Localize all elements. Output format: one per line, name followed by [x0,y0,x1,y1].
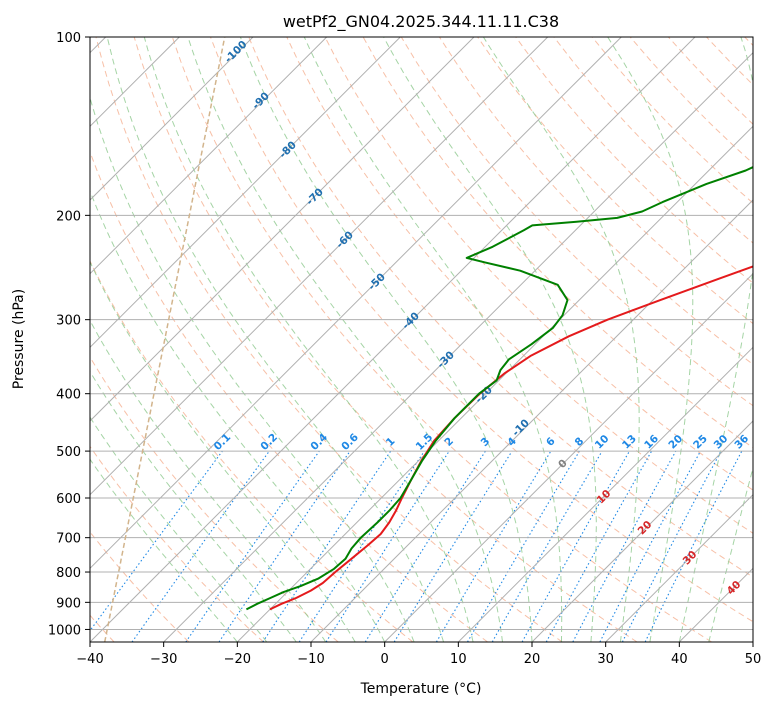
isotherm-line [384,272,753,642]
isotherm-line [457,346,753,642]
isotherm-line [90,37,622,570]
moist-adiabat-line [90,370,297,642]
y-tick-label: 800 [56,566,81,581]
moist-adiabat-line [90,458,238,642]
x-tick-label: 40 [671,652,688,667]
mixing-ratio-line [262,450,392,642]
moist-adiabat-line [383,37,597,642]
y-tick-label: 600 [56,492,81,507]
x-tick-label: 10 [450,652,467,667]
isotherm-line [90,37,549,496]
y-axis-title: Pressure (hPa) [11,289,27,389]
moist-adiabat-line [90,416,268,642]
dry-adiabat-line [210,37,753,623]
mixing-ratio-line [218,450,351,642]
grid-lines [90,37,753,642]
isotherm-line [90,37,475,422]
mixing-ratio-line [185,450,320,642]
y-tick-label: 1000 [48,623,81,638]
x-tick-label: 30 [597,652,614,667]
moist-adiabat-line [90,260,356,642]
moist-adiabat-line [482,37,640,642]
x-tick-label: −20 [224,652,251,667]
plot-frame [89,36,754,643]
mixing-ratio-line [644,450,743,642]
x-tick-label: 20 [524,652,541,667]
y-axis: 100 200 300 400 500 600 700 800 900 1000 [48,31,90,638]
dry-adiabat-line [133,37,638,642]
moist-adiabat-line [90,189,386,642]
y-tick-label: 200 [56,209,81,224]
x-axis-title: Temperature (°C) [360,681,482,697]
y-tick-label: 900 [56,596,81,611]
moist-adiabat-line [106,37,445,642]
lcl-curve [103,37,226,642]
lcl-curve-line [103,37,226,642]
moist-adiabat-line [143,37,474,642]
chart-title: wetPf2_GN04.2025.344.11.11.C38 [283,12,559,32]
moist-adiabat-line [90,319,327,642]
x-tick-label: 0 [381,652,389,667]
moist-adiabat-line [708,466,753,642]
dry-adiabat-line [95,37,563,642]
mixing-ratio-line [545,450,653,642]
dry-adiabat-line [90,259,414,642]
plot-area: -100-90-80-70-60-50-40-30-20-10010203040… [90,37,753,642]
x-axis: −40 −30 −20 −10 0 10 20 30 40 50 [76,642,761,667]
temperature-profile-line [269,265,753,611]
moist-adiabats [90,37,753,642]
moist-adiabat-line [607,37,694,642]
mixing-ratio-line [298,450,425,642]
dewpoint-profile-line [245,166,753,611]
y-tick-label: 300 [56,314,81,329]
profile-series [245,166,753,611]
dry-adiabat-line [286,37,753,534]
y-tick-label: 100 [56,31,81,46]
moist-adiabat-line [239,37,533,642]
dry-adiabat-line [515,37,753,284]
moist-adiabat-line [187,37,503,642]
moist-adiabat-line [678,37,753,642]
isotherm-line [90,37,328,275]
dry-adiabat-line [248,37,753,578]
moist-adiabat-line [303,37,563,642]
y-tick-label: 500 [56,445,81,460]
isotherm-line [605,493,753,642]
isotherm-line [90,37,254,201]
mixing-ratio-line [521,450,630,642]
y-tick-label: 700 [56,532,81,547]
isotherm-line [236,125,753,642]
mixing-ratio-line [90,450,223,632]
mixing-ratio-line [393,450,513,642]
dry-adiabat-line [171,37,712,642]
x-tick-label: 50 [745,652,762,667]
x-tick-label: −40 [76,652,103,667]
isotherm-line [163,51,753,642]
x-tick-label: −30 [150,652,177,667]
isotherm-line [90,37,696,642]
isotherm-line [90,37,401,349]
dry-adiabat-line [90,445,264,642]
mixing-ratio-line [572,450,677,642]
mixing-ratio-line [325,450,450,642]
mixing-ratio-line [131,450,270,642]
moist-adiabat-line [90,96,415,642]
isotherm-line [531,420,753,642]
mixing-ratio-lines [90,450,743,642]
x-tick-label: −10 [297,652,324,667]
y-tick-label: 400 [56,388,81,403]
isotherm-line [310,199,753,642]
